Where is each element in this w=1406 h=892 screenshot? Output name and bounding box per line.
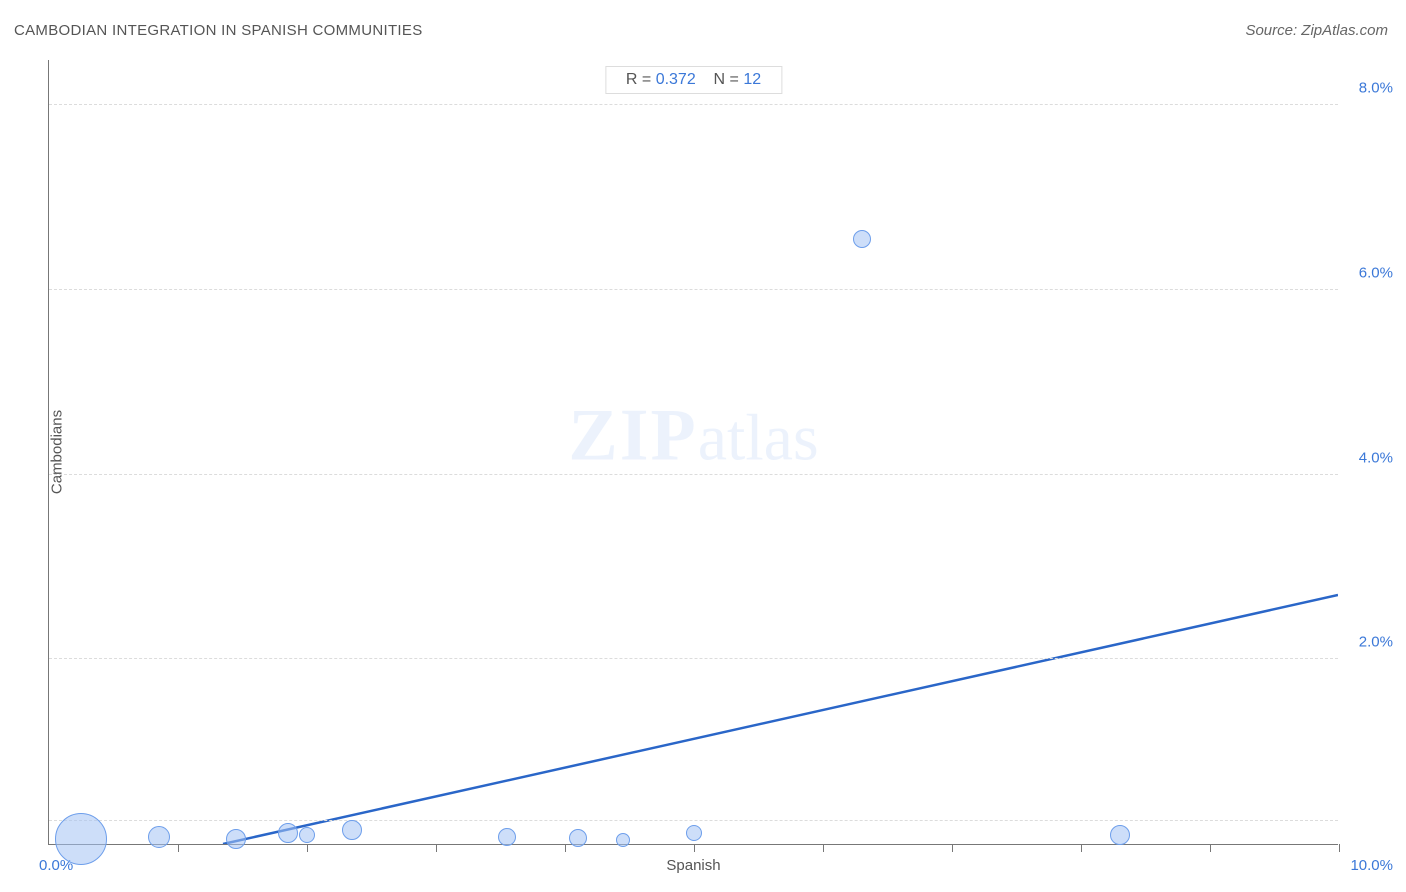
- x-tick: [1081, 844, 1082, 852]
- watermark-suffix: atlas: [698, 402, 819, 475]
- y-axis-label: Cambodians: [49, 410, 66, 494]
- data-point: [853, 230, 871, 248]
- r-value: 0.372: [656, 71, 696, 88]
- watermark: ZIPatlas: [568, 394, 818, 479]
- x-tick: [178, 844, 179, 852]
- data-point: [278, 823, 298, 843]
- data-point: [342, 820, 362, 840]
- gridline: [49, 104, 1338, 105]
- y-tick-label: 8.0%: [1359, 80, 1393, 97]
- data-point: [569, 829, 587, 847]
- y-tick-label: 4.0%: [1359, 449, 1393, 466]
- data-point: [55, 813, 107, 865]
- gridline: [49, 289, 1338, 290]
- data-point: [498, 828, 516, 846]
- x-tick: [823, 844, 824, 852]
- gridline: [49, 658, 1338, 659]
- watermark-prefix: ZIP: [568, 395, 697, 477]
- y-tick-label: 2.0%: [1359, 634, 1393, 651]
- data-point: [686, 825, 702, 841]
- source-text: Source: ZipAtlas.com: [1245, 22, 1388, 39]
- data-point: [1110, 825, 1130, 845]
- x-axis-label: Spanish: [666, 857, 720, 874]
- data-point: [148, 826, 170, 848]
- plot-area: ZIPatlas R = 0.372 N = 12 Cambodians Spa…: [48, 60, 1338, 845]
- r-label: R =: [626, 71, 651, 88]
- n-label: N =: [714, 71, 739, 88]
- x-tick: [565, 844, 566, 852]
- data-point: [226, 829, 246, 849]
- gridline: [49, 474, 1338, 475]
- x-tick: [436, 844, 437, 852]
- x-tick: [952, 844, 953, 852]
- n-value: 12: [743, 71, 761, 88]
- gridline: [49, 820, 1338, 821]
- stats-box: R = 0.372 N = 12: [605, 66, 782, 94]
- chart-container: CAMBODIAN INTEGRATION IN SPANISH COMMUNI…: [0, 0, 1406, 892]
- trend-line: [223, 595, 1338, 844]
- x-tick: [307, 844, 308, 852]
- x-tick: [1210, 844, 1211, 852]
- x-tick: [1339, 844, 1340, 852]
- x-tick-label-end: 10.0%: [1350, 857, 1393, 874]
- chart-title: CAMBODIAN INTEGRATION IN SPANISH COMMUNI…: [14, 22, 423, 39]
- data-point: [616, 833, 630, 847]
- x-tick: [694, 844, 695, 852]
- y-tick-label: 6.0%: [1359, 264, 1393, 281]
- data-point: [299, 827, 315, 843]
